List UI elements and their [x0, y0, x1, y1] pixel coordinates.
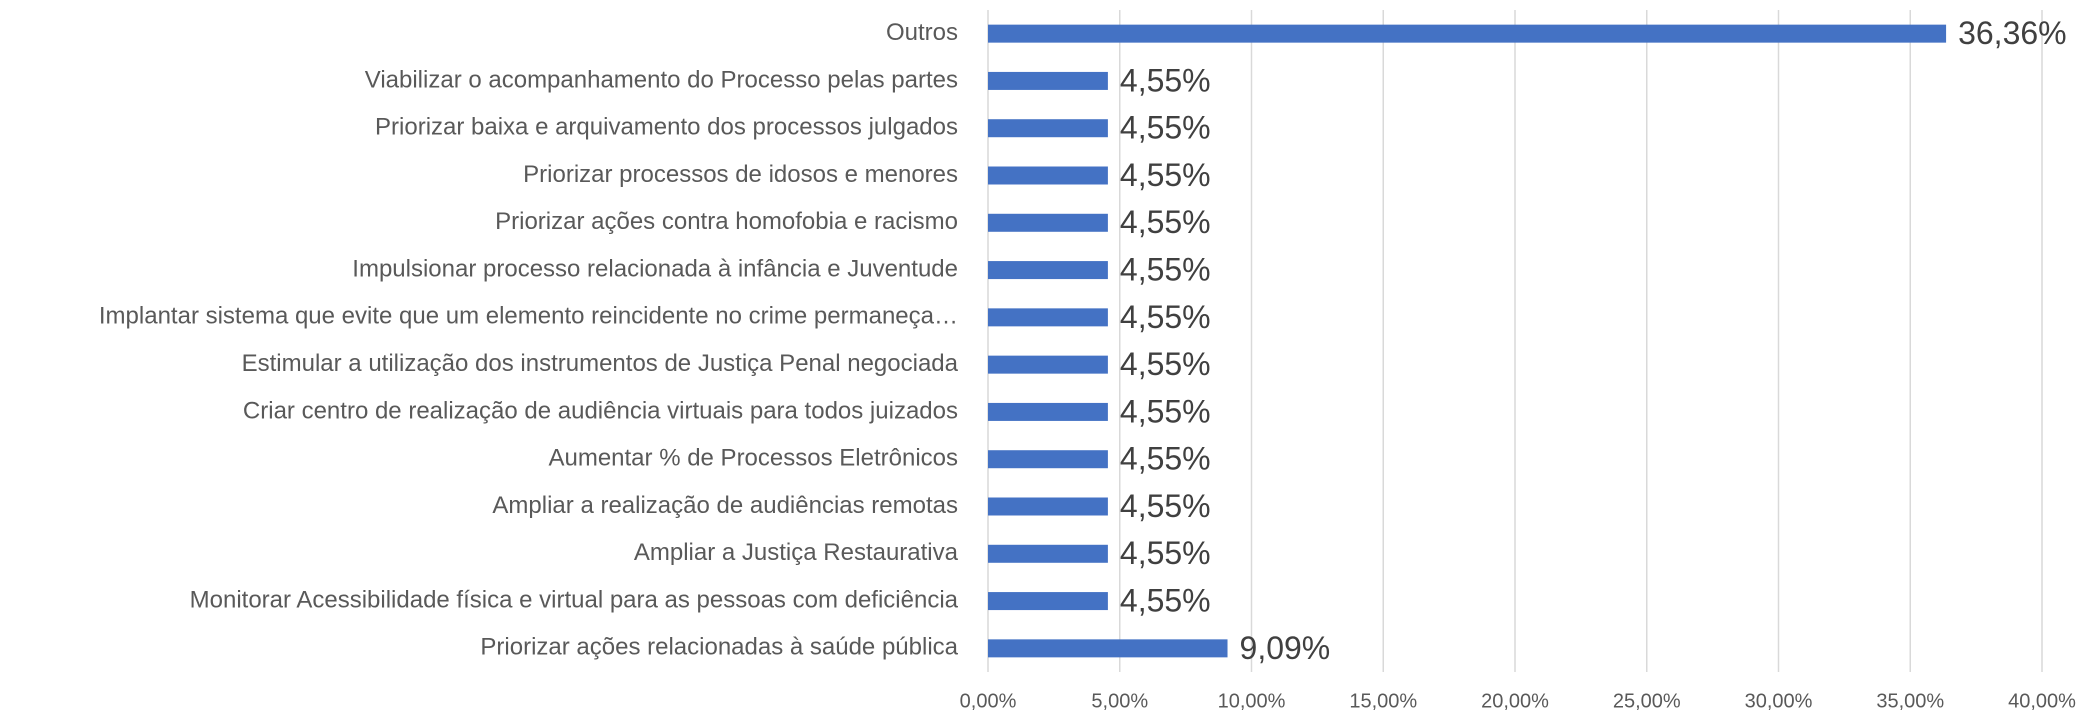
- value-label: 9,09%: [1240, 630, 1331, 666]
- category-label: Priorizar baixa e arquivamento dos proce…: [375, 114, 958, 141]
- value-label: 4,55%: [1120, 299, 1211, 335]
- x-tick-label: 25,00%: [1613, 690, 1681, 712]
- value-label: 4,55%: [1120, 204, 1211, 240]
- value-label: 4,55%: [1120, 252, 1211, 288]
- x-tick-label: 35,00%: [1876, 690, 1944, 712]
- bar: [988, 355, 1108, 374]
- bar: [988, 402, 1108, 421]
- bar: [988, 71, 1108, 90]
- category-label: Criar centro de realização de audiência …: [243, 397, 958, 424]
- bar: [988, 24, 1947, 43]
- x-tick-label: 20,00%: [1481, 690, 1549, 712]
- category-label: Implantar sistema que evite que um eleme…: [99, 303, 958, 330]
- category-label: Ampliar a realização de audiências remot…: [492, 492, 958, 519]
- category-label: Monitorar Acessibilidade física e virtua…: [190, 586, 959, 613]
- category-label: Aumentar % de Processos Eletrônicos: [548, 445, 958, 472]
- category-label: Estimular a utilização dos instrumentos …: [242, 350, 959, 377]
- bar: [988, 592, 1108, 611]
- bar: [988, 213, 1108, 232]
- value-label: 4,55%: [1120, 110, 1211, 146]
- bar: [988, 261, 1108, 280]
- x-tick-label: 40,00%: [2008, 690, 2076, 712]
- value-label: 4,55%: [1120, 346, 1211, 382]
- bar: [988, 450, 1108, 469]
- value-label: 4,55%: [1120, 441, 1211, 477]
- value-label: 36,36%: [1958, 15, 2067, 51]
- category-label: Impulsionar processo relacionada à infân…: [352, 255, 958, 282]
- category-label: Priorizar processos de idosos e menores: [523, 161, 958, 188]
- value-label: 4,55%: [1120, 157, 1211, 193]
- value-label: 4,55%: [1120, 583, 1211, 619]
- bar: [988, 497, 1108, 516]
- x-tick-label: 0,00%: [960, 690, 1017, 712]
- x-tick-label: 10,00%: [1218, 690, 1286, 712]
- x-tick-label: 5,00%: [1091, 690, 1148, 712]
- value-label: 4,55%: [1120, 393, 1211, 429]
- bar: [988, 639, 1228, 658]
- bar: [988, 544, 1108, 563]
- category-label: Viabilizar o acompanhamento do Processo …: [365, 66, 958, 93]
- bar: [988, 166, 1108, 185]
- x-tick-label: 30,00%: [1745, 690, 1813, 712]
- value-label: 4,55%: [1120, 488, 1211, 524]
- category-label: Outros: [886, 19, 958, 46]
- category-label: Priorizar ações relacionadas à saúde púb…: [480, 634, 958, 661]
- bar: [988, 119, 1108, 138]
- value-label: 4,55%: [1120, 535, 1211, 571]
- x-tick-label: 15,00%: [1349, 690, 1417, 712]
- category-label: Priorizar ações contra homofobia e racis…: [495, 208, 958, 235]
- value-label: 4,55%: [1120, 62, 1211, 98]
- bar: [988, 308, 1108, 327]
- category-label: Ampliar a Justiça Restaurativa: [634, 539, 959, 566]
